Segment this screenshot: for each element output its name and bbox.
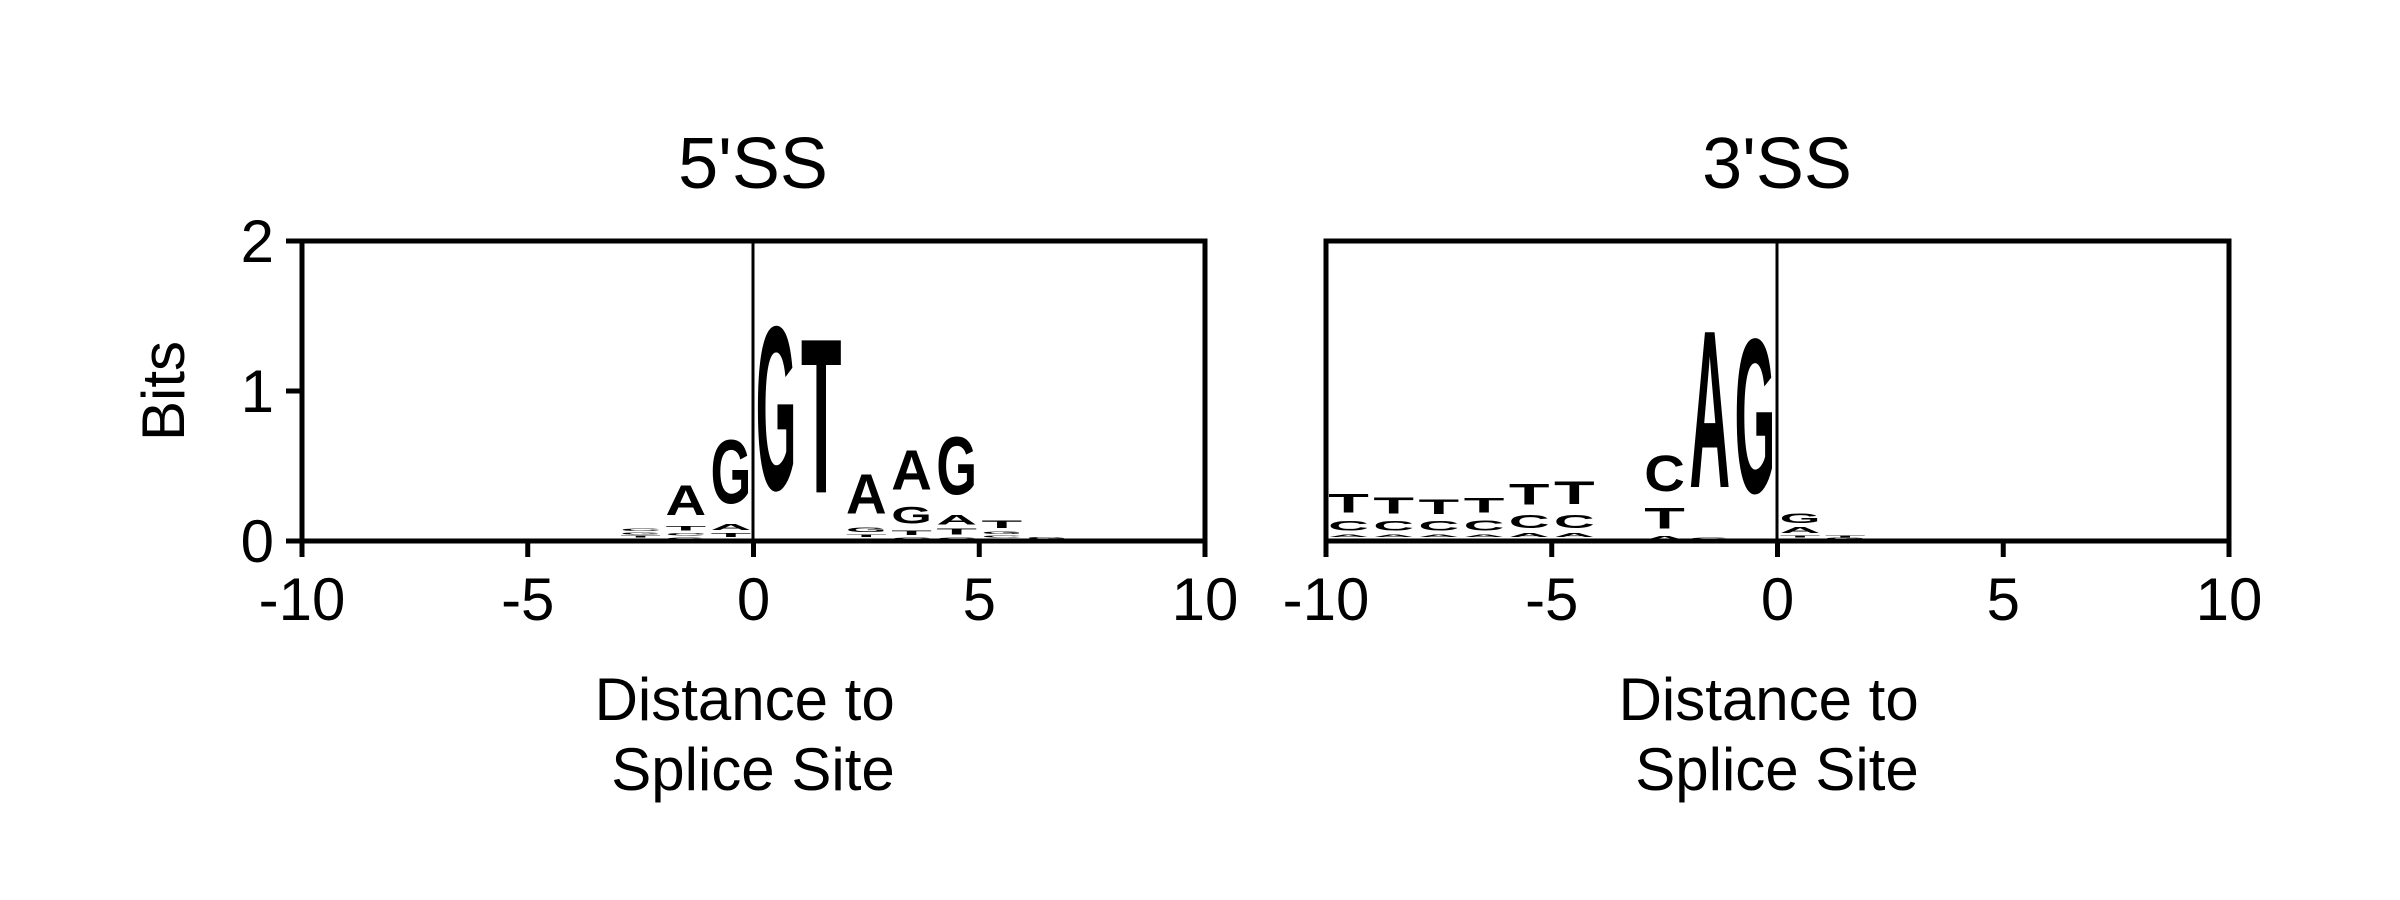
logo-letter-G: G bbox=[891, 502, 932, 529]
logo-letter-A: A bbox=[1419, 534, 1460, 538]
x-tick-label: 0 bbox=[737, 566, 770, 633]
y-axis-label-bits: Bits bbox=[130, 341, 197, 441]
logo-letter-G: G bbox=[1027, 537, 1068, 540]
logo-letter-A: A bbox=[1464, 534, 1505, 538]
logo-letter-A: A bbox=[1780, 526, 1821, 535]
x-tick-label: 10 bbox=[2196, 566, 2263, 633]
x-axis-label-line-2: Splice Site bbox=[611, 736, 894, 803]
y-ticks-5ss: 0 1 2 bbox=[241, 208, 302, 575]
x-axis-label-line-1: Distance to bbox=[595, 666, 895, 733]
x-tick-label: 0 bbox=[1761, 566, 1794, 633]
x-tick-label: 5 bbox=[963, 566, 996, 633]
logo-letter-G: G bbox=[846, 526, 887, 534]
logo-letter-A: A bbox=[1373, 534, 1414, 538]
logo-letter-T: T bbox=[801, 292, 842, 540]
x-tick-label: -5 bbox=[1525, 566, 1578, 633]
logo-letter-C: C bbox=[1464, 517, 1505, 533]
logo-letter-C: C bbox=[665, 532, 706, 536]
logo-letter-T: T bbox=[665, 525, 706, 533]
logo-letter-A: A bbox=[891, 439, 932, 502]
logo-letter-C: C bbox=[1373, 518, 1414, 533]
logo-letter-A: A bbox=[846, 463, 887, 526]
logo-letter-C: C bbox=[620, 528, 661, 532]
logo-letter-A: A bbox=[1509, 532, 1550, 538]
logo-letter-T: T bbox=[1464, 493, 1505, 517]
y-tick-label: 1 bbox=[241, 358, 274, 425]
x-axis-label-line-2: Splice Site bbox=[1635, 736, 1918, 803]
logo-letter-T: T bbox=[620, 535, 661, 538]
x-ticks-3ss: -10 -5 0 5 10 bbox=[1283, 541, 2263, 633]
logo-letter-C: C bbox=[1328, 518, 1369, 533]
logo-letter-T: T bbox=[1419, 495, 1460, 519]
logo-letter-T: T bbox=[1554, 476, 1595, 512]
logo-letter-A: A bbox=[936, 512, 977, 527]
logo-letter-G: G bbox=[1780, 511, 1821, 526]
logo-letter-A: A bbox=[1644, 535, 1685, 541]
x-tick-label: 10 bbox=[1172, 566, 1239, 633]
logo-letter-T: T bbox=[1644, 502, 1685, 535]
logo-letter-G: G bbox=[1735, 294, 1776, 540]
logo-letter-A: A bbox=[1689, 284, 1730, 535]
logo-letter-T: T bbox=[1509, 478, 1550, 511]
x-axis-label-3ss: Distance to Splice Site bbox=[1619, 666, 1936, 803]
logo-letter-G: G bbox=[936, 419, 977, 512]
logo-letter-C: C bbox=[1419, 518, 1460, 533]
logo-letter-G: G bbox=[982, 530, 1023, 535]
panel-title-3ss: 3'SS bbox=[1702, 124, 1852, 204]
x-tick-label: 5 bbox=[1987, 566, 2020, 633]
logo-letter-T: T bbox=[1373, 493, 1414, 519]
x-axis-label-line-1: Distance to bbox=[1619, 666, 1919, 733]
logo-letter-C: C bbox=[1554, 511, 1595, 532]
logo-letter-T: T bbox=[846, 533, 887, 538]
logo-letter-T: T bbox=[1780, 535, 1821, 538]
logo-letter-A: A bbox=[1554, 532, 1595, 538]
logo-letter-C: C bbox=[1644, 445, 1685, 502]
logo-letter-T: T bbox=[1825, 535, 1866, 538]
panel-title-5ss: 5'SS bbox=[678, 124, 828, 204]
logo-letter-T: T bbox=[711, 532, 752, 538]
logo-letter-G: G bbox=[620, 532, 661, 535]
logo-letter-T: T bbox=[982, 519, 1023, 531]
logo-letter-T: T bbox=[891, 529, 932, 537]
logo-letter-C: C bbox=[1509, 511, 1550, 532]
logo-letter-A: A bbox=[711, 523, 752, 532]
x-tick-label: -10 bbox=[1283, 566, 1370, 633]
y-tick-label: 0 bbox=[241, 508, 274, 575]
logo-letter-G: G bbox=[756, 277, 797, 539]
x-tick-label: -10 bbox=[259, 566, 346, 633]
logo-letter-T: T bbox=[1328, 488, 1369, 518]
x-axis-label-5ss: Distance to Splice Site bbox=[595, 666, 912, 803]
logo-letter-A: A bbox=[665, 477, 706, 525]
logo-letter-T: T bbox=[936, 528, 977, 537]
logo-letter-A: A bbox=[1328, 534, 1369, 538]
logo-letter-C: C bbox=[982, 535, 1023, 538]
y-tick-label: 2 bbox=[241, 208, 274, 275]
logo-letter-G: G bbox=[711, 421, 752, 523]
x-tick-label: -5 bbox=[501, 566, 554, 633]
x-ticks-5ss: -10 -5 0 5 10 bbox=[259, 541, 1239, 633]
